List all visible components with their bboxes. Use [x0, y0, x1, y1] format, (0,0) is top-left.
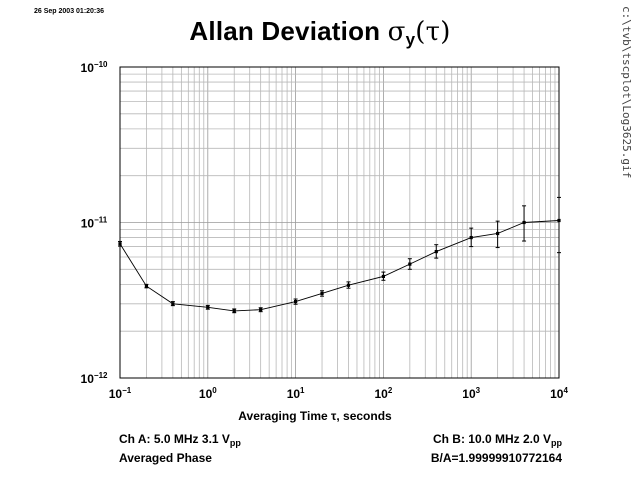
y-tick-label: 10−12 — [81, 371, 108, 386]
data-point — [346, 283, 351, 287]
chart-title-arg: (τ) — [415, 17, 451, 47]
data-point — [408, 262, 412, 266]
timestamp: 26 Sep 2003 01:20:36 — [34, 8, 105, 15]
y-tick-label: 10−10 — [81, 60, 108, 75]
data-point — [557, 218, 561, 223]
chart-title: Allan Deviation σy(τ) — [0, 16, 640, 50]
data-point — [522, 220, 526, 225]
data-point — [469, 235, 473, 240]
data-point — [381, 274, 385, 279]
file-path-label: c:\tvb\tscplot\Log3625.gif — [620, 6, 633, 179]
channel-a-sub: pp — [229, 438, 241, 448]
series-line — [119, 220, 560, 312]
chart-title-subscript: y — [405, 30, 416, 49]
x-tick-label: 100 — [199, 386, 217, 401]
y-tick-label: 10−11 — [81, 216, 108, 231]
chart-title-symbol: σ — [387, 17, 406, 47]
data-point — [496, 231, 500, 236]
data-point — [259, 308, 263, 312]
data-point — [434, 249, 438, 254]
data-point — [144, 284, 149, 288]
x-tick-label: 104 — [550, 386, 568, 401]
y-tick-labels: 10−12 10−11 10−10 — [81, 60, 108, 386]
footer-right: Ch B: 10.0 MHz 2.0 Vpp B/A=1.99999910772… — [431, 432, 562, 466]
x-axis-label: Averaging Time τ, seconds — [238, 409, 392, 423]
channel-a-info: Ch A: 5.0 MHz 3.1 Vpp — [119, 432, 241, 451]
channel-b-text: Ch B: 10.0 MHz 2.0 V — [432, 432, 551, 446]
data-point — [206, 305, 210, 309]
footer-left: Ch A: 5.0 MHz 3.1 Vpp Averaged Phase — [119, 432, 241, 466]
chart-title-text: Allan Deviation — [189, 16, 388, 46]
x-tick-label: 102 — [374, 386, 392, 401]
data-point — [118, 242, 122, 246]
data-point — [294, 299, 298, 304]
data-point — [232, 309, 236, 313]
channel-a-text: Ch A: 5.0 MHz 3.1 V — [119, 432, 230, 446]
x-tick-label: 10−1 — [109, 386, 132, 401]
x-tick-label: 103 — [462, 386, 480, 401]
data-point — [320, 291, 324, 295]
channel-b-info: Ch B: 10.0 MHz 2.0 Vpp — [431, 432, 562, 451]
measurement-mode: Averaged Phase — [119, 451, 212, 465]
x-tick-labels: 10−1 100 101 102 103 104 — [109, 386, 569, 401]
x-tick-label: 101 — [287, 386, 305, 401]
data-point — [171, 302, 175, 306]
chart-grid — [120, 67, 559, 378]
data-series — [118, 196, 561, 314]
channel-b-sub: pp — [551, 438, 562, 448]
frequency-ratio: B/A=1.99999910772164 — [430, 451, 562, 465]
